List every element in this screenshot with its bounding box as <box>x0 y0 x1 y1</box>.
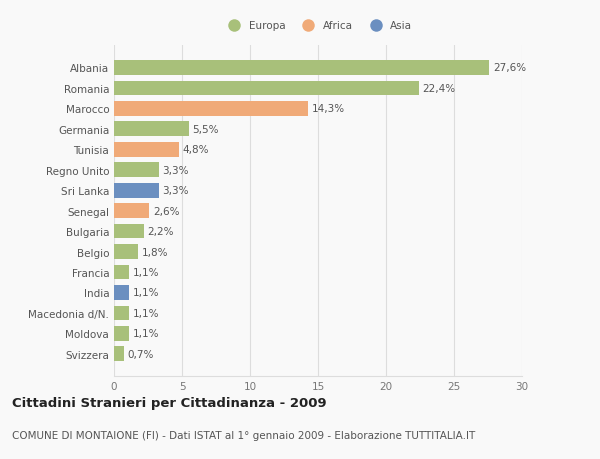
Text: 1,8%: 1,8% <box>142 247 169 257</box>
Text: 1,1%: 1,1% <box>133 268 159 277</box>
Text: COMUNE DI MONTAIONE (FI) - Dati ISTAT al 1° gennaio 2009 - Elaborazione TUTTITAL: COMUNE DI MONTAIONE (FI) - Dati ISTAT al… <box>12 431 475 440</box>
Text: 1,1%: 1,1% <box>133 308 159 318</box>
Bar <box>114 245 139 259</box>
Bar <box>114 326 129 341</box>
Text: 27,6%: 27,6% <box>493 63 526 73</box>
Text: 2,2%: 2,2% <box>148 227 174 236</box>
Bar <box>114 184 159 198</box>
Legend: Europa, Africa, Asia: Europa, Africa, Asia <box>224 22 412 31</box>
Text: 14,3%: 14,3% <box>312 104 345 114</box>
Text: 2,6%: 2,6% <box>153 206 179 216</box>
Text: 4,8%: 4,8% <box>182 145 209 155</box>
Text: 1,1%: 1,1% <box>133 329 159 339</box>
Text: 3,3%: 3,3% <box>162 186 189 196</box>
Bar <box>114 81 419 96</box>
Bar <box>114 61 490 76</box>
Text: 3,3%: 3,3% <box>162 165 189 175</box>
Text: 0,7%: 0,7% <box>127 349 153 359</box>
Bar <box>114 102 308 117</box>
Bar <box>114 285 129 300</box>
Bar <box>114 143 179 157</box>
Text: 5,5%: 5,5% <box>192 124 218 134</box>
Text: 22,4%: 22,4% <box>422 84 455 94</box>
Text: 1,1%: 1,1% <box>133 288 159 298</box>
Bar <box>114 163 159 178</box>
Text: Cittadini Stranieri per Cittadinanza - 2009: Cittadini Stranieri per Cittadinanza - 2… <box>12 396 326 409</box>
Bar <box>114 347 124 361</box>
Bar <box>114 265 129 280</box>
Bar <box>114 204 149 218</box>
Bar <box>114 224 144 239</box>
Bar <box>114 306 129 320</box>
Bar <box>114 122 189 137</box>
